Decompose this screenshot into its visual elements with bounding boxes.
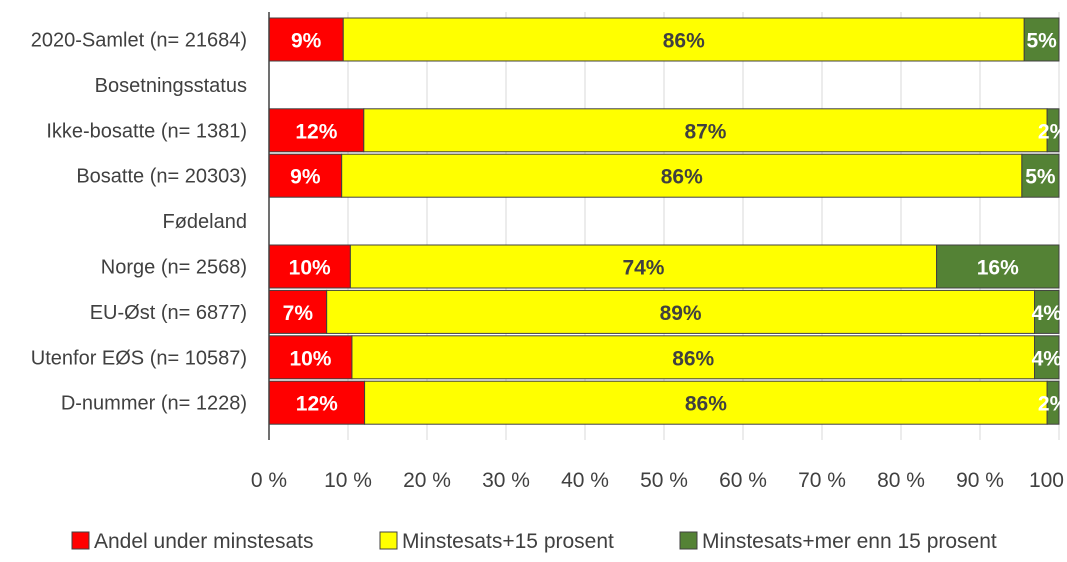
x-tick-label: 40 % (561, 469, 609, 492)
legend: Andel under minstesats Minstesats+15 pros… (71, 530, 997, 553)
bar-data-label: 12% (295, 120, 337, 143)
bar-data-label: 87% (684, 120, 726, 143)
x-tick-label: 50 % (640, 469, 688, 492)
bar-segment (936, 244, 1060, 289)
category-label: Bosatte (n= 20303) (76, 166, 247, 188)
bar-data-label: 7% (283, 302, 314, 325)
bar-segment (268, 380, 366, 425)
bar-data-label: 4% (1032, 347, 1063, 370)
category-label: EU-Øst (n= 6877) (90, 302, 247, 324)
x-tick-label: 60 % (719, 469, 767, 492)
x-tick-label: 0 % (251, 469, 287, 492)
bar-data-label: 5% (1026, 30, 1057, 53)
x-tick-labels: 0 % 10 % 20 % 30 % 40 % 50 % 60 % 70 % 80 % 90 % 1… (251, 469, 1064, 492)
x-tick-label: 100 (1029, 469, 1064, 492)
bar-data-label: 86% (685, 393, 727, 416)
x-tick-label: 10 % (324, 469, 372, 492)
bar-data-label: 2% (1038, 120, 1067, 143)
bar-data-label: 5% (1025, 166, 1056, 189)
bar-data-label: 86% (672, 347, 714, 370)
bar-segment (1023, 17, 1060, 62)
legend-swatch (379, 531, 398, 550)
legend-label: Minstesats+15 prosent (402, 530, 614, 553)
bar-data-label: 89% (660, 302, 702, 325)
bar-data-label: 86% (661, 166, 703, 189)
legend-swatch (71, 531, 90, 550)
bar-segment (351, 335, 1036, 380)
bar-segment (268, 108, 365, 153)
bar-segment (1034, 289, 1060, 334)
bar-data-label: 10% (289, 347, 331, 370)
bar-segment (268, 17, 344, 62)
bar-data-label: 2% (1038, 393, 1067, 416)
bar-data-label: 9% (291, 30, 322, 53)
category-label: Utenfor EØS (n= 10587) (31, 347, 247, 369)
bar-data-label: 10% (289, 257, 331, 280)
bar-segment (1046, 380, 1060, 425)
bar-data-label: 4% (1032, 302, 1063, 325)
legend-label: Minstesats+mer enn 15 prosent (702, 530, 997, 553)
bar-segment (268, 289, 328, 334)
bar-segment (1046, 108, 1060, 153)
bar-segment (1034, 335, 1060, 380)
bar-segment (364, 380, 1048, 425)
bar-data-label: 9% (290, 166, 321, 189)
category-label: Norge (n= 2568) (101, 257, 247, 279)
bar-segment (349, 244, 938, 289)
x-tick-label: 90 % (956, 469, 1004, 492)
x-tick-label: 80 % (877, 469, 925, 492)
bar-segment (342, 17, 1025, 62)
category-label: Ikke-bosatte (n= 1381) (46, 120, 247, 142)
bar-segment (363, 108, 1048, 153)
bar-data-label: 16% (977, 257, 1019, 280)
bar-segment (341, 153, 1023, 198)
category-label: 2020-Samlet (n= 21684) (31, 30, 247, 52)
legend-swatch (679, 531, 698, 550)
bars: 9% 86% 5% 12% 87% 2% 9% 86% 5% 10% 74% 16% 7% 89% 4% 10… (268, 17, 1067, 425)
category-label: Bosetningsstatus (95, 75, 247, 97)
category-label: D-nummer (n= 1228) (61, 393, 247, 415)
x-tick-label: 20 % (403, 469, 451, 492)
bar-data-label: 12% (296, 393, 338, 416)
category-label: Fødeland (163, 211, 248, 233)
x-tick-label: 30 % (482, 469, 530, 492)
x-tick-label: 70 % (798, 469, 846, 492)
bar-data-label: 86% (663, 30, 705, 53)
legend-label: Andel under minstesats (94, 530, 313, 553)
bar-data-label: 74% (622, 257, 664, 280)
bar-segment (1021, 153, 1060, 198)
category-labels: 2020-Samlet (n= 21684) Bosetningsstatus Ik… (31, 30, 247, 415)
